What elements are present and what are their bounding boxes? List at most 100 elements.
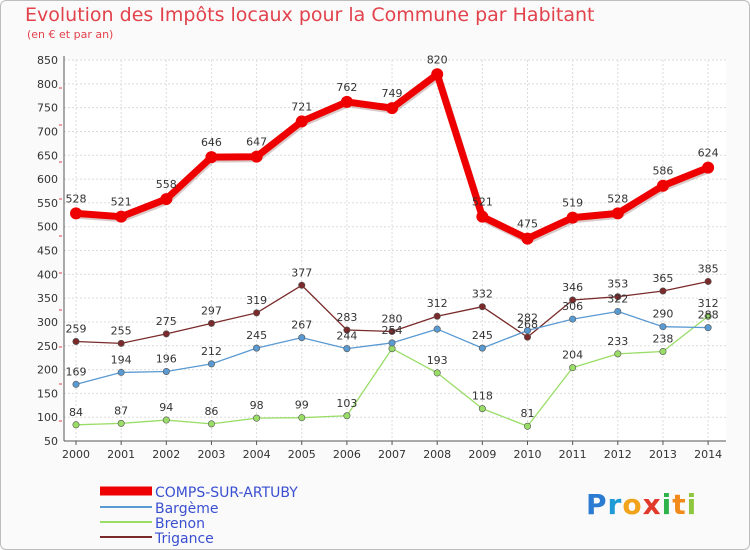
data-label: 282 — [517, 312, 538, 325]
data-label: 312 — [427, 297, 448, 310]
data-label: 312 — [698, 297, 719, 310]
data-point — [433, 369, 441, 377]
data-point — [117, 419, 125, 427]
data-point — [207, 420, 215, 428]
data-label: 244 — [336, 330, 357, 343]
data-label: 259 — [66, 322, 87, 335]
legend-label: Trigance — [154, 531, 214, 547]
data-point — [614, 307, 622, 315]
data-point — [566, 211, 579, 224]
data-point — [523, 327, 531, 335]
data-label: 521 — [111, 196, 132, 209]
data-label: 322 — [607, 292, 628, 305]
data-point — [295, 115, 308, 128]
data-point — [72, 380, 80, 388]
data-point — [704, 324, 712, 332]
data-label: 647 — [246, 136, 267, 149]
data-point — [614, 350, 622, 358]
data-point — [433, 325, 441, 333]
data-point — [160, 193, 173, 206]
data-point — [72, 337, 80, 345]
data-label: 721 — [291, 100, 312, 113]
x-tick-label: 2010 — [514, 448, 542, 461]
y-tick-label: 450 — [37, 245, 58, 258]
data-label: 84 — [69, 406, 83, 419]
y-tick-label: 350 — [37, 292, 58, 305]
x-tick-label: 2011 — [559, 448, 587, 461]
data-point — [115, 210, 128, 223]
legend-label: Bargème — [155, 501, 218, 517]
data-label: 475 — [517, 218, 538, 231]
data-point — [702, 161, 715, 174]
data-point — [433, 312, 441, 320]
data-label: 820 — [427, 53, 448, 66]
data-label: 297 — [201, 304, 222, 317]
data-point — [207, 319, 215, 327]
data-label: 288 — [698, 309, 719, 322]
data-label: 377 — [291, 266, 312, 279]
data-point — [704, 312, 712, 320]
data-point — [250, 150, 263, 163]
data-label: 238 — [652, 332, 673, 345]
data-point — [611, 207, 624, 220]
x-tick-label: 2013 — [649, 448, 677, 461]
data-label: 385 — [698, 262, 719, 275]
data-label: 267 — [291, 319, 312, 332]
data-point — [253, 309, 261, 317]
data-point — [523, 333, 531, 341]
data-label: 94 — [159, 401, 173, 414]
data-label: 283 — [336, 311, 357, 324]
x-tick-label: 2007 — [378, 448, 406, 461]
data-point — [162, 416, 170, 424]
x-tick-label: 2000 — [62, 448, 90, 461]
data-label: 646 — [201, 136, 222, 149]
y-tick-label: 550 — [37, 197, 58, 210]
data-point — [205, 151, 218, 164]
data-point — [162, 367, 170, 375]
logo-letter: i — [686, 488, 698, 521]
data-point — [162, 330, 170, 338]
data-label: 521 — [472, 196, 493, 209]
data-point — [478, 303, 486, 311]
y-tick-label: 850 — [37, 54, 58, 67]
data-point — [70, 207, 82, 220]
logo-letter: t — [672, 488, 687, 521]
data-point — [386, 102, 399, 115]
legend-label: COMPS-SUR-ARTUBY — [155, 485, 298, 501]
data-label: 193 — [427, 354, 448, 367]
y-tick-label: 150 — [37, 387, 58, 400]
data-point — [614, 293, 622, 301]
y-tick-label: 50 — [44, 435, 58, 448]
data-label: 254 — [382, 324, 403, 337]
data-point — [72, 421, 80, 429]
x-tick-label: 2002 — [152, 448, 180, 461]
proxiti-logo: Proxiti — [586, 488, 697, 521]
data-label: 268 — [517, 318, 538, 331]
data-point — [388, 339, 396, 347]
y-tick-label: 700 — [37, 125, 58, 138]
legend-label: Brenon — [155, 516, 205, 532]
data-point — [476, 210, 489, 223]
data-label: 353 — [607, 278, 628, 291]
data-label: 86 — [204, 405, 218, 418]
y-tick-label: 100 — [37, 411, 58, 424]
y-tick-label: 600 — [37, 173, 58, 186]
data-point — [343, 412, 351, 420]
x-tick-label: 2012 — [604, 448, 632, 461]
data-point — [207, 360, 215, 368]
data-label: 245 — [472, 329, 493, 342]
data-label: 290 — [652, 308, 673, 321]
data-point — [253, 344, 261, 352]
data-point — [478, 344, 486, 352]
y-tick-label: 750 — [37, 102, 58, 115]
data-point — [117, 339, 125, 347]
data-point — [569, 364, 577, 372]
data-point — [253, 414, 261, 422]
x-tick-label: 2001 — [107, 448, 135, 461]
data-point — [659, 347, 667, 355]
data-point — [569, 296, 577, 304]
data-label: 519 — [562, 197, 583, 210]
data-label: 749 — [382, 87, 403, 100]
data-point — [431, 68, 444, 81]
